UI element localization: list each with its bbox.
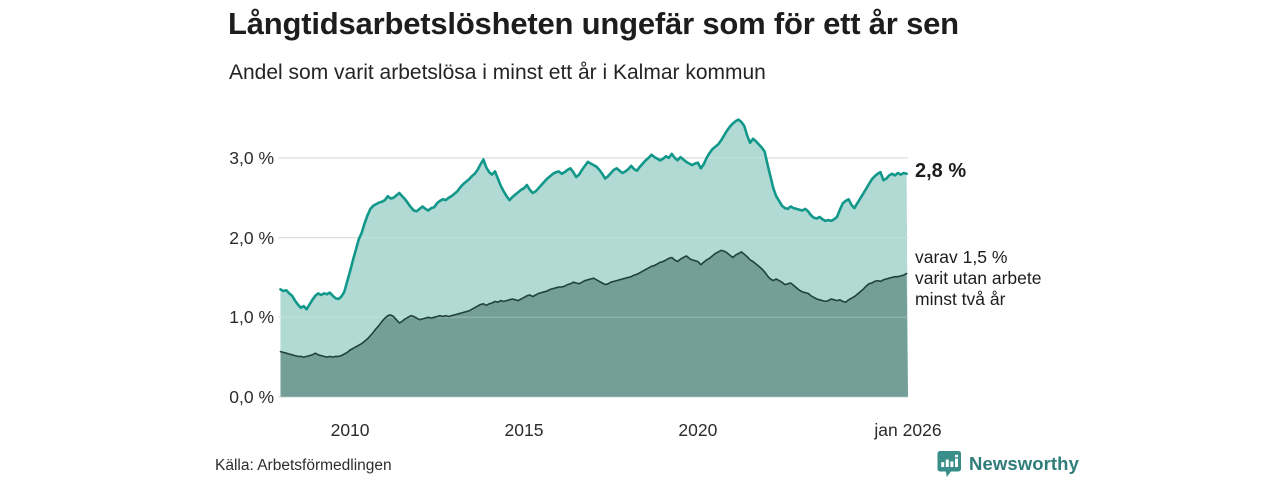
line-total-series (279, 118, 908, 311)
newsworthy-wordmark: Newsworthy (969, 453, 1079, 474)
annotation-latest-total: 2,8 % (915, 160, 967, 182)
y-axis-label-2: 2,0 % (229, 227, 274, 248)
annotation-two-year-line2: varit utan arbete (915, 268, 1042, 288)
area-two-year-series (280, 250, 908, 397)
chart-subtitle: Andel som varit arbetslösa i minst ett å… (229, 61, 766, 84)
newsworthy-bubble-chart-icon (937, 451, 961, 477)
line-two-year-series (279, 249, 908, 358)
x-axis-label-2010: 2010 (330, 420, 370, 440)
y-axis-label-3: 3,0 % (229, 147, 274, 168)
x-axis-label-jan-2026: jan 2026 (874, 420, 942, 440)
y-axis-label-0: 0,0 % (229, 387, 274, 407)
newsworthy-logo[interactable]: Newsworthy (936, 450, 1079, 480)
chart-title: Långtidsarbetslösheten ungefär som för e… (228, 6, 959, 41)
y-axis-label-1: 1,0 % (229, 307, 274, 328)
annotation-two-year-line3: minst två år (915, 289, 1006, 309)
x-axis-label-2015: 2015 (504, 420, 544, 440)
annotation-two-year-line1: varav 1,5 % (915, 247, 1008, 267)
x-axis-label-2020: 2020 (678, 420, 718, 440)
source-note: Källa: Arbetsförmedlingen (215, 457, 392, 474)
gridlines-overlay (278, 157, 908, 398)
annotation-two-year: varav 1,5 % varit utan arbete minst två … (915, 247, 1041, 310)
